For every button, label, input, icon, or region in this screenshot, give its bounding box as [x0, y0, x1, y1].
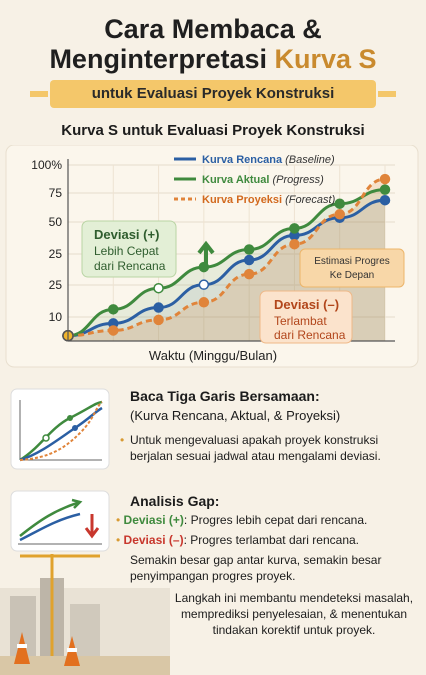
legend-aktual-note: (Progress): [272, 174, 324, 186]
deviation-plus-line2: dari Rencana: [94, 259, 166, 273]
estimate-line1: Estimasi Progres: [314, 256, 390, 267]
construction-illustration: [0, 554, 170, 675]
closing-line-2: memprediksi penyelesaian, & menentukan: [180, 607, 408, 621]
closing-text: Langkah ini membantu mendeteksi masalah,…: [172, 590, 416, 638]
y-tick-label: 75: [49, 186, 63, 200]
chart-points: [62, 173, 391, 342]
subtitle-text: untuk Evaluasi Proyek Konstruksi: [91, 85, 335, 102]
data-point: [289, 238, 300, 250]
data-point: [108, 304, 119, 315]
data-point: [153, 282, 164, 294]
legend-proyeksi-name: Kurva Proyeksi: [202, 194, 282, 206]
y-tick-label: 100%: [31, 158, 62, 172]
cone-stripe: [17, 644, 27, 648]
mini-proyeksi-line: [19, 401, 103, 461]
plus-row: • Deviasi (+): Progres lebih cepat dari …: [116, 512, 367, 528]
section1-bullet: •: [120, 432, 124, 448]
data-point: [198, 279, 210, 290]
legend-rencana: Kurva Rencana (Baseline): [202, 154, 335, 166]
bullet-icon: •: [116, 513, 121, 527]
cone-stripe: [67, 648, 77, 652]
up-arrow-icon: [197, 240, 215, 265]
deviation-plus-title: Deviasi (+): [94, 227, 159, 242]
plus-label: Deviasi (+): [123, 513, 184, 527]
data-point: [379, 184, 391, 195]
estimate-box: [299, 248, 405, 288]
bullet-icon: •: [116, 533, 121, 547]
deviation-minus-line1: Terlambat: [274, 314, 327, 328]
estimate-line2: Ke Depan: [330, 270, 374, 281]
legend-aktual-name: Kurva Aktual: [202, 174, 269, 186]
legend-proyeksi: Kurva Proyeksi (Forecast): [202, 194, 336, 206]
mini-point-icon: [42, 434, 50, 442]
gap-text-1: Semakin besar gap antar kurva, semakin b…: [130, 553, 382, 567]
series-line-kurva-rencana: [67, 198, 386, 338]
x-axis-label: Waktu (Minggu/Bulan): [149, 348, 277, 363]
gap-rencana-line: [19, 512, 81, 542]
y-tick-label: 25: [49, 247, 63, 261]
mini-point-icon: [67, 415, 73, 421]
section2-title: Analisis Gap:: [130, 493, 220, 509]
gap-aktual-line: [19, 500, 81, 537]
title-line-1: Cara Membaca &: [104, 14, 322, 44]
closing-line-1: Langkah ini membantu mendeteksi masalah,: [174, 591, 414, 605]
s-curve-chart: 100% 75 50 25 25 10 Kurva Rencana (Baseline) K…: [5, 145, 419, 368]
arrow-up-right-icon: [71, 498, 83, 509]
deviation-plus-line1: Lebih Cepat: [94, 244, 159, 258]
data-point: [243, 268, 255, 280]
section1-subtitle: (Kurva Rencana, Aktual, & Proyeksi): [130, 408, 341, 423]
legend-proyeksi-note: (Forecast): [285, 194, 335, 206]
deviation-minus-line2: dari Rencana: [274, 328, 346, 342]
data-point: [108, 325, 119, 336]
series-line-kurva-proyeksi: [67, 177, 386, 338]
ground: [0, 656, 170, 675]
title-line-2-prefix: Menginterpretasi: [49, 44, 267, 74]
data-point: [153, 302, 164, 313]
data-point: [379, 194, 391, 206]
gap-chart-icon: [10, 490, 110, 552]
legend-rencana-note: (Baseline): [285, 154, 335, 166]
data-point: [198, 297, 210, 308]
deviation-minus-box: [259, 290, 353, 344]
legend-rencana-name: Kurva Rencana: [202, 154, 283, 166]
data-point: [334, 198, 345, 209]
section1-text2: berjalan sesuai jadwal atau mengalami de…: [130, 449, 381, 463]
minus-text: : Progres terlambat dari rencana.: [183, 533, 359, 547]
title-line-2: Menginterpretasi Kurva S: [0, 44, 426, 74]
chart-ticks: 100% 75 50 25 25 10: [31, 158, 62, 324]
legend-aktual: Kurva Aktual (Progress): [202, 174, 324, 186]
title-accent: Kurva S: [274, 44, 377, 74]
deviation-plus-box: [81, 220, 177, 278]
data-point: [334, 209, 345, 220]
data-point: [153, 314, 164, 326]
y-tick-label: 10: [49, 310, 63, 324]
mini-chart-icon: [10, 388, 110, 470]
bullet-icon: •: [120, 433, 125, 447]
mini-point-icon: [72, 425, 78, 431]
deviation-minus-title: Deviasi (–): [274, 297, 339, 312]
gap-text-2: penyimpangan progres proyek.: [130, 569, 296, 583]
y-tick-label: 50: [49, 215, 63, 229]
closing-line-3: tindakan korektif untuk proyek.: [212, 623, 376, 637]
data-point: [379, 173, 391, 185]
data-point: [289, 223, 300, 234]
down-arrow-icon: [84, 514, 100, 539]
minus-row: • Deviasi (–): Progres terlambat dari re…: [116, 532, 359, 548]
plus-text: : Progres lebih cepat dari rencana.: [183, 513, 368, 527]
data-point: [243, 254, 255, 266]
y-tick-label: 25: [49, 278, 63, 292]
page-title: Cara Membaca & Menginterpretasi Kurva S: [0, 14, 426, 74]
chart-title: Kurva S untuk Evaluasi Proyek Konstruksi: [61, 122, 365, 139]
section1-title: Baca Tiga Garis Bersamaan:: [130, 388, 320, 404]
data-point: [243, 244, 255, 255]
minus-label: Deviasi (–): [123, 533, 184, 547]
section1-text1: Untuk mengevaluasi apakah proyek konstru…: [130, 433, 379, 447]
subtitle-ribbon: untuk Evaluasi Proyek Konstruksi: [30, 80, 396, 108]
